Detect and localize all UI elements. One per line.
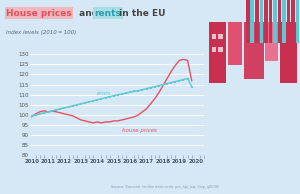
Bar	[280, 22, 297, 83]
Text: and: and	[76, 9, 102, 18]
Text: rents: rents	[94, 9, 122, 18]
Text: Source: Eurostat (online data code: prc_hpi_inq, hicp_q0000): Source: Eurostat (online data code: prc_…	[111, 185, 219, 189]
Bar	[291, 0, 295, 43]
Bar	[244, 22, 263, 79]
Text: House prices: House prices	[6, 9, 72, 18]
Bar	[218, 34, 223, 39]
Bar	[264, 0, 268, 43]
Bar	[260, 0, 263, 43]
Text: rents: rents	[97, 91, 111, 96]
Bar	[296, 0, 299, 43]
Text: in the EU: in the EU	[116, 9, 165, 18]
Bar	[278, 0, 281, 43]
Text: house prices: house prices	[122, 128, 157, 133]
Bar	[273, 0, 277, 43]
Bar	[250, 0, 254, 43]
Bar	[218, 47, 223, 52]
Bar	[212, 47, 217, 52]
Bar	[266, 22, 278, 61]
Bar	[228, 22, 242, 66]
Bar	[212, 34, 217, 39]
Text: Index levels (2010 = 100): Index levels (2010 = 100)	[6, 30, 76, 35]
Bar	[209, 22, 226, 83]
Bar	[282, 0, 286, 43]
Bar	[286, 0, 290, 43]
Bar	[246, 0, 250, 43]
Bar	[268, 0, 272, 43]
Bar	[255, 0, 259, 43]
